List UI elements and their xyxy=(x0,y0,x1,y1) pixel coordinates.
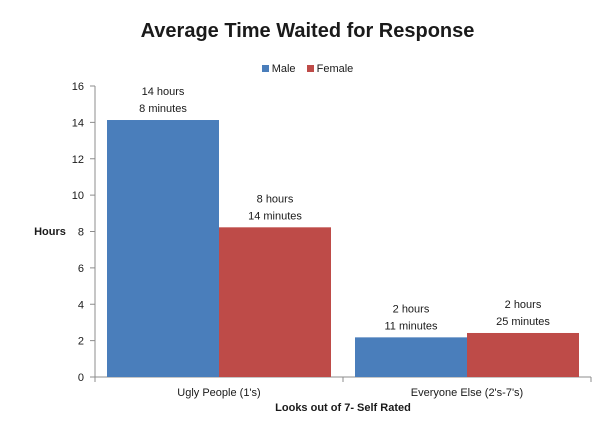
y-tick-label: 10 xyxy=(72,190,84,202)
data-label: 8 minutes xyxy=(139,103,187,115)
legend-item-male: Male xyxy=(261,63,296,75)
bar-female xyxy=(467,332,579,377)
bars xyxy=(107,120,579,378)
legend-swatch-female xyxy=(306,65,314,72)
y-tick-label: 4 xyxy=(78,299,84,311)
chart-title: Average Time Waited for Response xyxy=(140,20,475,42)
data-label: 11 minutes xyxy=(385,320,438,332)
data-label: 8 hours xyxy=(257,193,294,205)
data-labels: 14 hours 8 minutes 2 hours 11 minutes 8 hour… xyxy=(139,86,550,332)
legend: Male Female xyxy=(0,63,615,75)
y-tick-label: 12 xyxy=(72,154,84,166)
x-tick-label: Ugly People (1's) xyxy=(177,387,260,399)
legend-swatch-male xyxy=(261,65,269,72)
y-tick-label: 2 xyxy=(78,336,84,348)
data-label: 14 hours xyxy=(142,86,185,98)
axes: 0 2 4 6 8 10 12 14 16 Ugly People (1's) Everyone E… xyxy=(72,81,592,399)
bar-male xyxy=(107,120,219,378)
y-axis-title: Hours xyxy=(34,226,66,238)
y-tick-label: 0 xyxy=(78,372,84,384)
bar-female xyxy=(219,227,331,377)
legend-label-female: Female xyxy=(316,63,354,75)
data-label: 2 hours xyxy=(393,303,430,315)
x-axis-title: Looks out of 7- Self Rated xyxy=(275,402,411,414)
y-tick-label: 6 xyxy=(78,263,84,275)
data-label: 2 hours xyxy=(505,299,542,311)
legend-item-female: Female xyxy=(306,63,354,75)
y-tick-label: 8 xyxy=(78,227,84,239)
y-tick-label: 16 xyxy=(72,81,84,93)
bar-male xyxy=(355,337,467,377)
data-label: 14 minutes xyxy=(248,210,302,222)
legend-label-male: Male xyxy=(271,63,296,75)
data-label: 25 minutes xyxy=(496,316,550,328)
y-tick-label: 14 xyxy=(72,117,84,129)
x-tick-label: Everyone Else (2's-7's) xyxy=(411,387,523,399)
